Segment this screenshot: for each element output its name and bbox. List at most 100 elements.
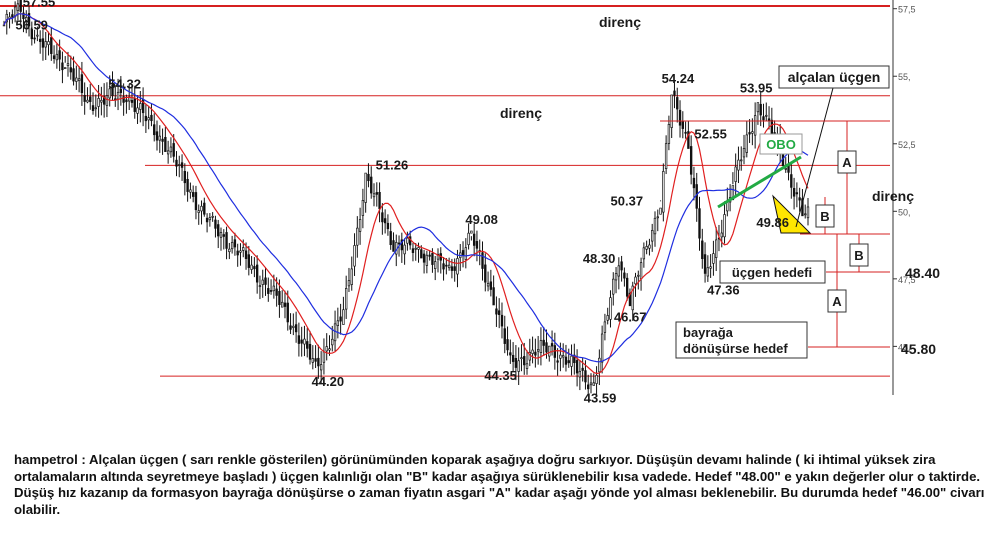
candle bbox=[673, 81, 676, 109]
candle bbox=[634, 272, 637, 297]
axis-tick-label: 45, bbox=[898, 342, 911, 352]
triangle-label-box bbox=[778, 65, 890, 89]
candle-body bbox=[617, 265, 621, 277]
flag-target-line1: bayrağa bbox=[683, 325, 734, 340]
candle bbox=[742, 134, 746, 165]
candle bbox=[734, 153, 737, 196]
candle bbox=[753, 102, 757, 149]
candle bbox=[511, 342, 515, 372]
candle bbox=[656, 209, 659, 232]
candle-body bbox=[272, 285, 276, 292]
candle bbox=[687, 120, 690, 149]
candle-body bbox=[723, 214, 726, 238]
candle bbox=[587, 374, 590, 394]
candle-body bbox=[258, 285, 262, 288]
candle-body bbox=[681, 121, 684, 129]
candle bbox=[606, 307, 609, 325]
candle bbox=[542, 326, 545, 356]
candle bbox=[689, 135, 693, 185]
candle-body bbox=[600, 333, 604, 363]
candle bbox=[692, 166, 696, 201]
candle bbox=[748, 119, 751, 143]
candle-body bbox=[314, 358, 317, 362]
candle-body bbox=[539, 340, 543, 354]
candle bbox=[178, 155, 181, 178]
candle-body bbox=[122, 96, 125, 103]
candle-body bbox=[434, 261, 437, 269]
candle-body bbox=[470, 230, 473, 234]
candle-body bbox=[61, 62, 64, 71]
candle-body bbox=[228, 248, 231, 253]
candle bbox=[350, 256, 353, 291]
candle bbox=[456, 249, 459, 288]
candle-body bbox=[495, 308, 498, 315]
candle bbox=[400, 232, 404, 263]
candle-body bbox=[798, 197, 801, 201]
candle bbox=[233, 232, 237, 256]
candle-body bbox=[612, 278, 615, 295]
candle bbox=[678, 100, 682, 138]
candle bbox=[367, 163, 370, 188]
candle bbox=[623, 267, 626, 287]
candle bbox=[364, 172, 367, 213]
candle bbox=[637, 270, 640, 290]
candle bbox=[166, 140, 170, 164]
candle bbox=[358, 207, 362, 245]
candle bbox=[703, 242, 707, 283]
candle-body bbox=[531, 349, 534, 354]
candle-body bbox=[500, 314, 504, 327]
candle-body bbox=[664, 143, 668, 169]
candle-body bbox=[130, 100, 134, 103]
candle bbox=[314, 345, 317, 368]
candle-body bbox=[742, 148, 746, 158]
candle-body bbox=[342, 309, 345, 325]
candle bbox=[47, 31, 50, 56]
candle-body bbox=[222, 234, 225, 237]
candle-body bbox=[336, 320, 340, 326]
triangle-target-label: üçgen hedefi bbox=[732, 265, 812, 280]
candle bbox=[664, 135, 668, 175]
candle-body bbox=[292, 325, 295, 328]
obo-neckline bbox=[717, 155, 802, 209]
candle bbox=[676, 87, 679, 123]
candle-body bbox=[745, 134, 748, 153]
candle bbox=[453, 258, 456, 282]
candle-body bbox=[628, 292, 632, 307]
candle bbox=[681, 111, 684, 139]
candle-body bbox=[225, 232, 228, 249]
candle-body bbox=[339, 316, 342, 322]
candle-body bbox=[219, 232, 223, 238]
candle-body bbox=[317, 357, 320, 367]
candle-body bbox=[161, 138, 164, 142]
resistance-label-right: direnç bbox=[872, 188, 914, 204]
candle bbox=[486, 271, 490, 292]
candle-body bbox=[701, 240, 704, 260]
candle bbox=[472, 223, 476, 257]
candle bbox=[228, 242, 231, 260]
candle-body bbox=[765, 114, 768, 117]
candle-body bbox=[200, 205, 203, 212]
candle-body bbox=[748, 132, 751, 135]
candle bbox=[737, 146, 740, 184]
candle-body bbox=[445, 264, 448, 267]
candle-body bbox=[411, 248, 415, 253]
candle-body bbox=[83, 94, 86, 102]
candle-body bbox=[306, 341, 309, 349]
candle-body bbox=[475, 241, 479, 249]
candle bbox=[97, 84, 100, 118]
candle-body bbox=[205, 217, 209, 223]
candle-body bbox=[169, 146, 173, 153]
candle-body bbox=[792, 188, 796, 197]
candle-body bbox=[144, 115, 148, 122]
candle bbox=[22, 6, 25, 33]
obo-label: OBO bbox=[766, 137, 796, 152]
candle bbox=[592, 373, 595, 386]
candle bbox=[258, 275, 262, 300]
candle bbox=[191, 185, 195, 203]
candle-body bbox=[648, 244, 651, 249]
candle bbox=[701, 228, 704, 269]
candle-body bbox=[52, 55, 56, 60]
candle bbox=[186, 171, 189, 202]
candle-body bbox=[247, 254, 250, 268]
candle bbox=[292, 313, 295, 336]
